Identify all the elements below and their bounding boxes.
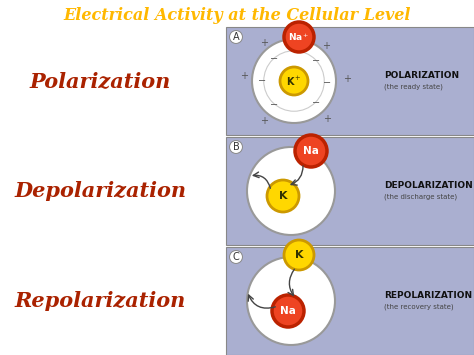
Ellipse shape <box>247 147 335 235</box>
Text: (the discharge state): (the discharge state) <box>384 194 457 200</box>
Ellipse shape <box>252 39 336 123</box>
Circle shape <box>284 22 314 52</box>
Text: −: − <box>312 56 320 66</box>
Text: −: − <box>270 100 278 110</box>
Text: −: − <box>312 98 320 108</box>
Text: C: C <box>233 252 239 262</box>
Text: Na$^+$: Na$^+$ <box>288 31 310 43</box>
Bar <box>226 137 474 245</box>
Text: Na: Na <box>303 146 319 156</box>
Ellipse shape <box>264 51 324 111</box>
Text: −: − <box>323 78 331 88</box>
Text: K: K <box>295 250 303 260</box>
Text: +: + <box>260 116 268 126</box>
Text: K: K <box>279 191 287 201</box>
Ellipse shape <box>247 257 335 345</box>
Text: +: + <box>240 71 248 81</box>
Text: K$^+$: K$^+$ <box>286 75 302 88</box>
Text: Na: Na <box>280 306 296 316</box>
Text: −: − <box>270 54 278 64</box>
Text: +: + <box>323 114 331 124</box>
Text: B: B <box>233 142 239 152</box>
Circle shape <box>272 295 304 327</box>
Text: (the ready state): (the ready state) <box>384 84 443 90</box>
Text: REPOLARIZATION: REPOLARIZATION <box>384 290 472 300</box>
Bar <box>226 247 474 355</box>
Text: A: A <box>233 32 239 42</box>
Circle shape <box>267 180 299 212</box>
Text: +: + <box>343 74 351 84</box>
Circle shape <box>295 135 327 167</box>
Bar <box>226 27 474 135</box>
Text: Electrical Activity at the Cellular Level: Electrical Activity at the Cellular Leve… <box>63 7 411 24</box>
Text: Polarization: Polarization <box>29 71 171 91</box>
Circle shape <box>280 67 308 95</box>
Text: DEPOLARIZATION: DEPOLARIZATION <box>384 180 473 190</box>
Text: +: + <box>260 38 268 48</box>
Text: −: − <box>258 76 266 86</box>
Text: (the recovery state): (the recovery state) <box>384 304 454 310</box>
Text: POLARIZATION: POLARIZATION <box>384 71 459 80</box>
Circle shape <box>284 240 314 270</box>
Text: Depolarization: Depolarization <box>14 181 186 201</box>
Text: +: + <box>322 41 330 51</box>
Text: Repolarization: Repolarization <box>14 291 186 311</box>
